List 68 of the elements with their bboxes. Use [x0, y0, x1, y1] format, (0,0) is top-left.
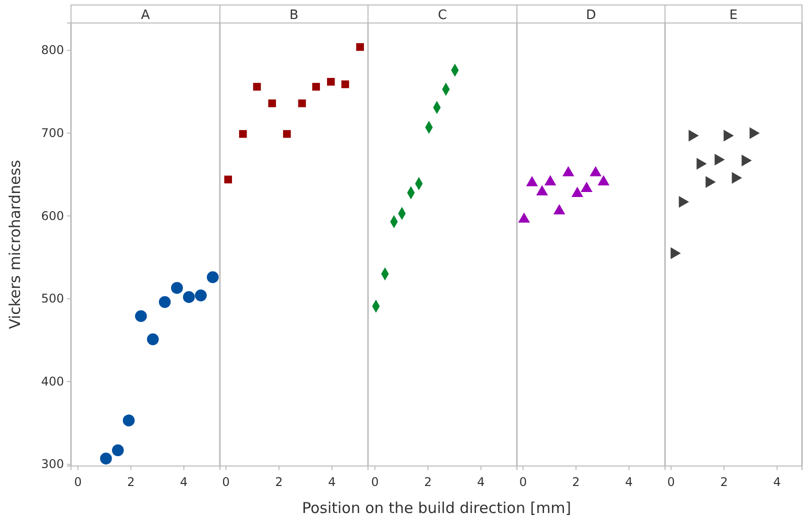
x-axis-title: Position on the build direction [mm]	[302, 499, 572, 517]
point	[298, 99, 306, 108]
x-tick-label: 2	[127, 475, 135, 490]
y-tick-label: 500	[41, 292, 64, 306]
chart-title: B	[289, 8, 298, 23]
point	[224, 176, 232, 184]
point	[696, 158, 707, 170]
point	[714, 154, 725, 166]
chart-title: C	[438, 8, 447, 23]
point	[112, 444, 124, 456]
point	[571, 186, 584, 197]
y-axis-title: Vickers microhardness	[6, 160, 24, 330]
point	[544, 175, 556, 186]
point	[253, 82, 261, 91]
chart-title: E	[729, 8, 738, 23]
x-tick-label: 4	[328, 475, 336, 490]
chart-title: D	[586, 8, 596, 23]
point	[135, 310, 147, 322]
point	[526, 176, 538, 186]
x-tick-label: 2	[424, 475, 432, 490]
x-tick-label: 4	[773, 475, 781, 490]
point	[688, 130, 699, 142]
point	[268, 99, 276, 108]
point	[562, 166, 574, 176]
point	[598, 175, 610, 186]
point	[536, 185, 548, 196]
point	[706, 176, 716, 188]
point	[590, 166, 602, 176]
point	[742, 154, 752, 166]
y-tick-label: 300	[41, 457, 64, 472]
x-tick-label: 2	[720, 475, 728, 490]
point	[732, 172, 742, 184]
x-tick-label: 0	[74, 475, 82, 490]
point	[194, 290, 207, 302]
point	[206, 271, 219, 284]
point	[146, 333, 159, 346]
point	[750, 127, 760, 140]
point	[312, 82, 320, 91]
point	[724, 130, 734, 142]
point	[122, 414, 135, 426]
x-tick-label: 2	[275, 475, 283, 490]
x-tick-label: 0	[222, 475, 230, 490]
point	[327, 78, 335, 86]
point	[356, 43, 364, 51]
point	[283, 130, 291, 138]
x-tick-label: 0	[667, 475, 675, 490]
point	[341, 80, 350, 88]
point	[100, 452, 112, 464]
y-tick-label: 700	[41, 126, 64, 140]
point	[239, 130, 247, 138]
point	[182, 291, 195, 303]
y-tick-label: 400	[41, 374, 64, 388]
y-tick-label: 600	[41, 208, 64, 223]
point	[670, 247, 681, 260]
x-tick-label: 0	[519, 475, 527, 490]
x-tick-label: 0	[371, 475, 379, 490]
y-tick-label: 800	[41, 43, 64, 58]
chart-title: A	[141, 8, 150, 23]
x-tick-label: 4	[625, 475, 633, 490]
point	[158, 296, 171, 308]
point	[580, 182, 592, 192]
x-tick-label: 4	[477, 475, 485, 490]
point	[553, 204, 566, 214]
point	[171, 282, 183, 294]
x-tick-label: 2	[572, 475, 580, 490]
point	[518, 212, 530, 223]
x-tick-label: 4	[180, 475, 188, 490]
point	[678, 196, 690, 208]
